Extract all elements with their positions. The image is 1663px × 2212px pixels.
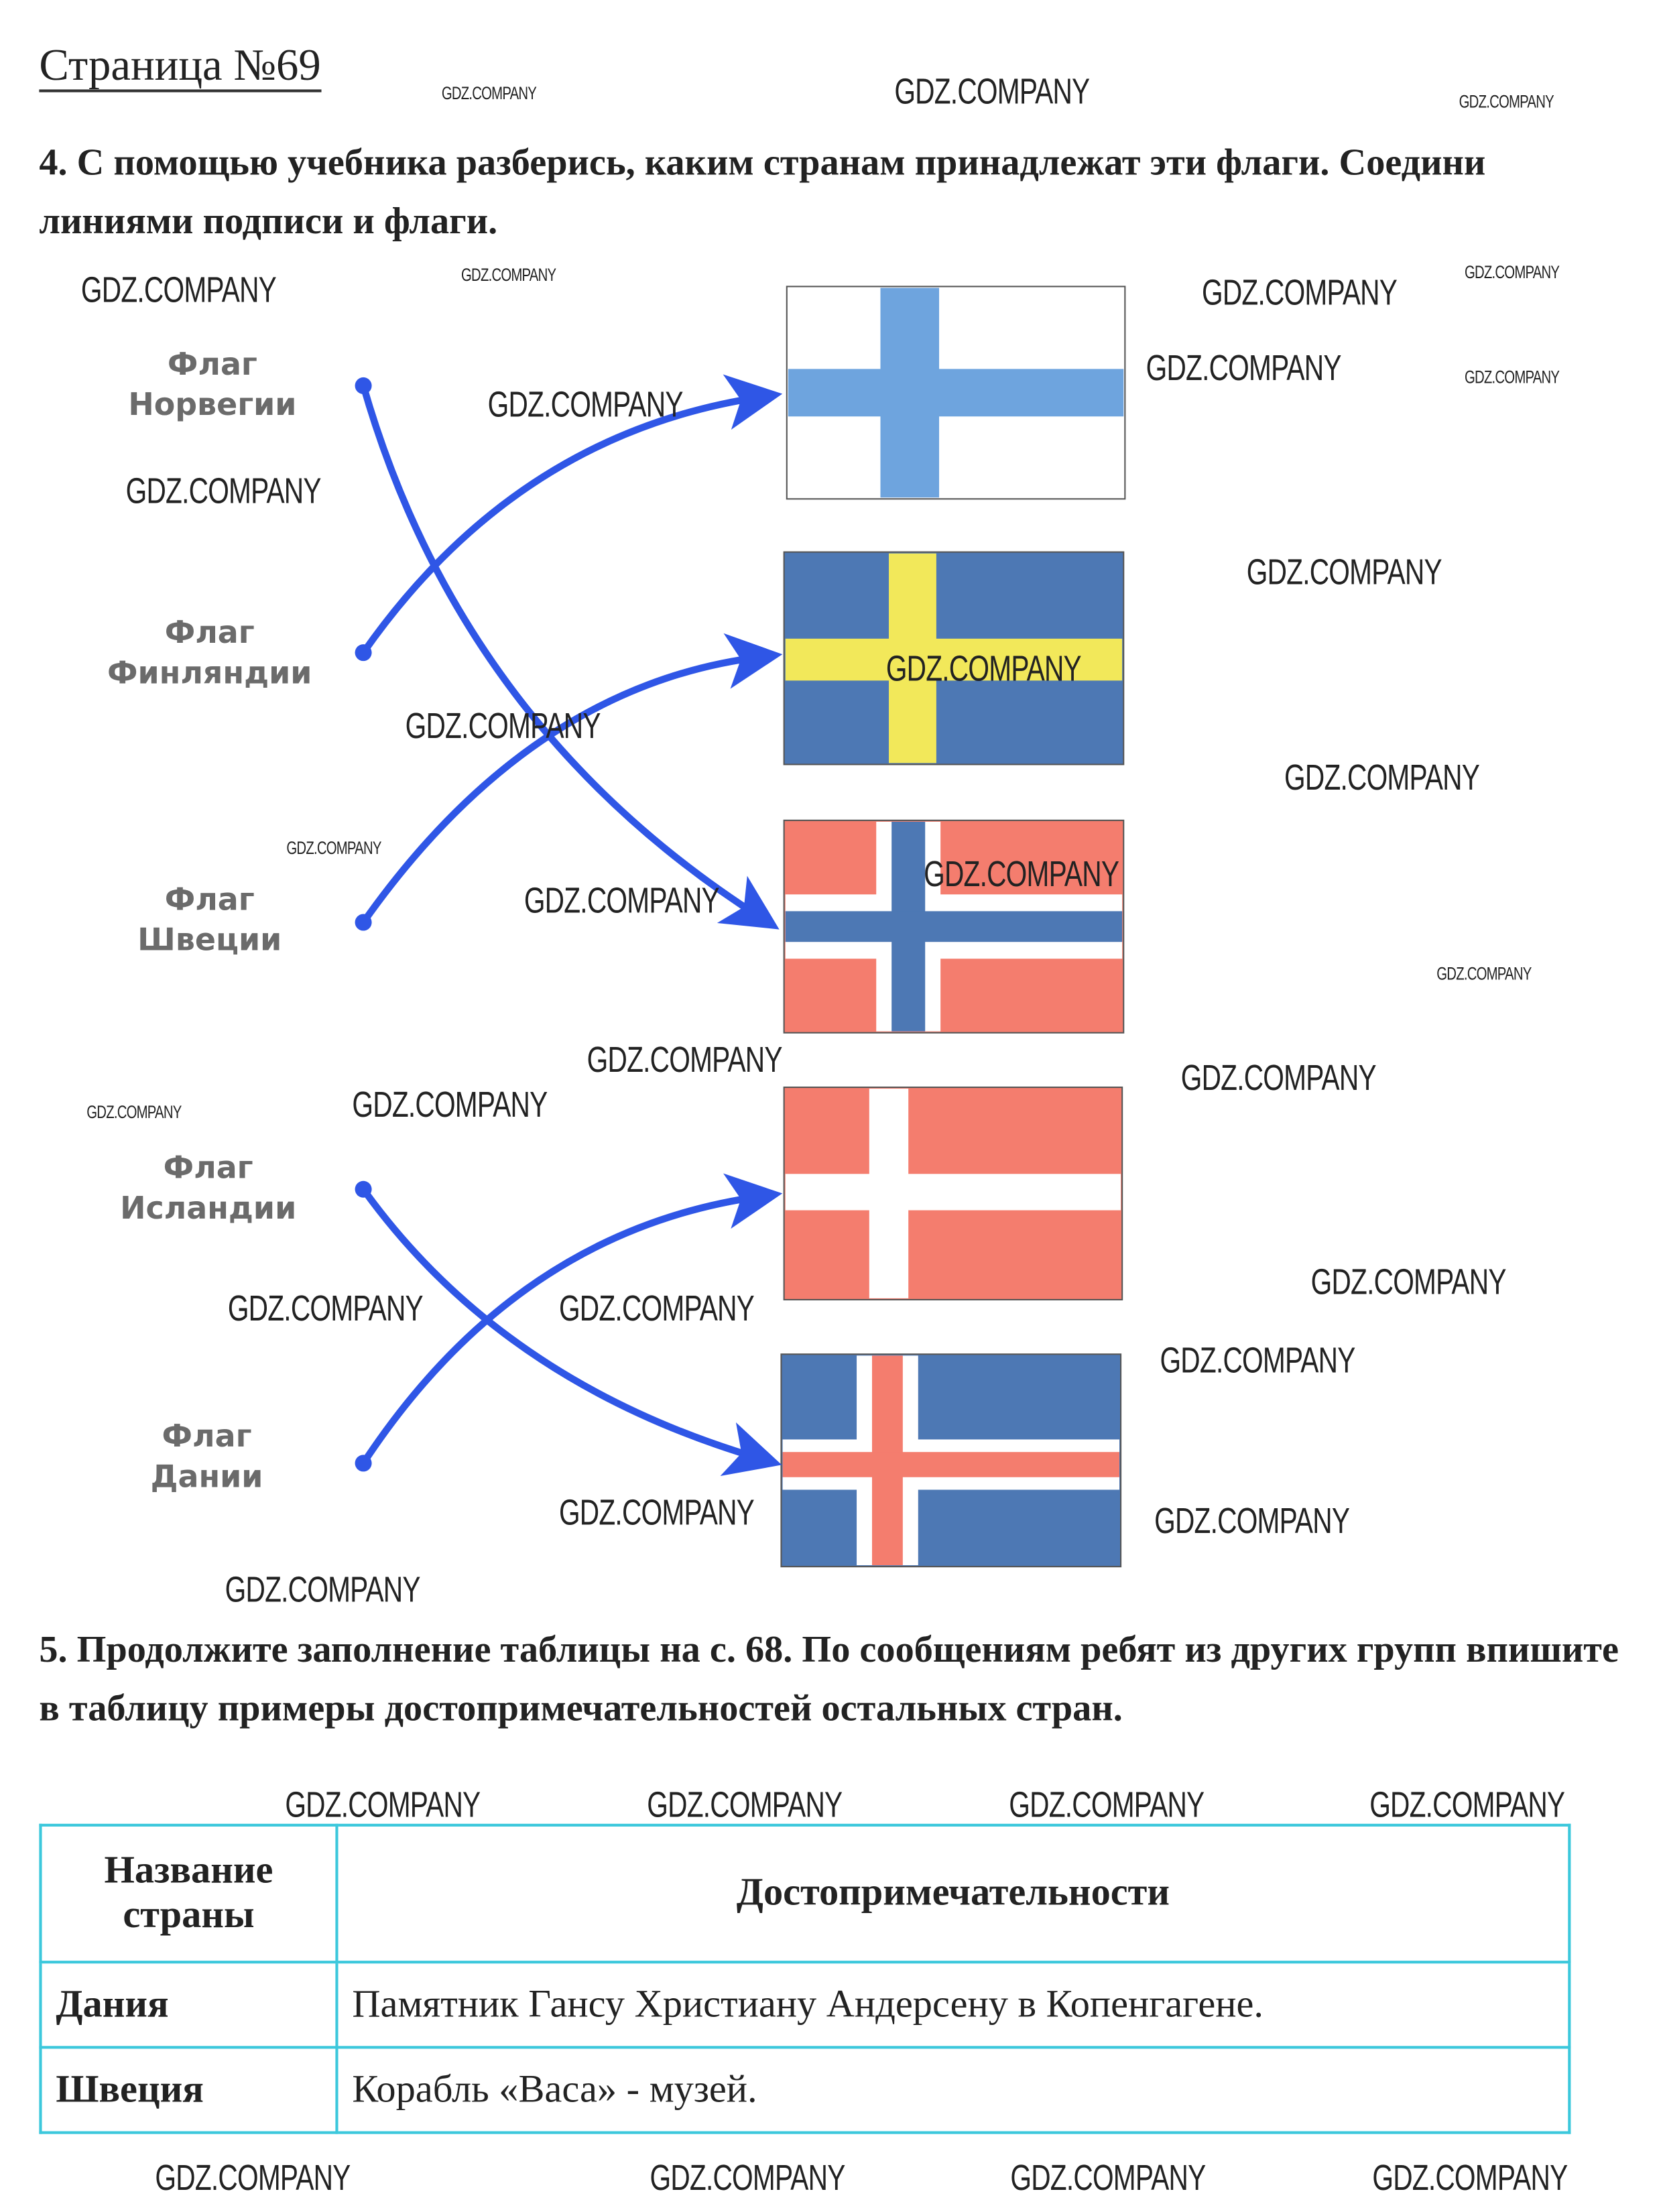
- watermark: GDZ.COMPANY: [1464, 261, 1560, 283]
- watermark: GDZ.COMPANY: [587, 1038, 783, 1081]
- watermark: GDZ.COMPANY: [650, 2156, 845, 2199]
- header-sights: Достопримечательности: [335, 1823, 1571, 1964]
- label-norway: Флаг Норвегии: [86, 345, 338, 426]
- arrow-norway: [359, 382, 780, 930]
- denmark-flag: [783, 1087, 1123, 1300]
- label-line: Норвегии: [128, 388, 297, 424]
- label-line: Флаг: [164, 883, 255, 918]
- table-row: Швеция Корабль «Васа» - музей.: [39, 2046, 1571, 2134]
- label-line: Дании: [150, 1460, 263, 1495]
- arrow-finland: [359, 374, 783, 656]
- watermark: GDZ.COMPANY: [461, 264, 556, 286]
- cell-sights: Памятник Гансу Христиану Андерсену в Коп…: [335, 1961, 1571, 2049]
- watermark: GDZ.COMPANY: [1146, 347, 1342, 389]
- watermark: GDZ.COMPANY: [405, 704, 601, 747]
- label-line: Флаг: [167, 348, 257, 383]
- watermark: GDZ.COMPANY: [523, 879, 720, 921]
- arrow-denmark: [359, 1173, 783, 1467]
- watermark: GDZ.COMPANY: [647, 1783, 843, 1825]
- watermark: GDZ.COMPANY: [86, 1101, 182, 1123]
- label-line: Флаг: [164, 616, 255, 652]
- watermark: GDZ.COMPANY: [924, 852, 1119, 895]
- watermark: GDZ.COMPANY: [894, 70, 1090, 112]
- watermark: GDZ.COMPANY: [1284, 755, 1480, 798]
- watermark: GDZ.COMPANY: [1369, 1783, 1565, 1825]
- page-title: Страница №69: [39, 39, 321, 93]
- arrow-sweden: [359, 633, 783, 926]
- dot-denmark: [355, 1455, 372, 1472]
- watermark: GDZ.COMPANY: [885, 647, 1082, 689]
- sights-table: Название страны Достопримечательности Да…: [39, 1823, 1571, 2134]
- label-line: Флаг: [162, 1420, 252, 1455]
- watermark: GDZ.COMPANY: [487, 383, 684, 425]
- watermark: GDZ.COMPANY: [285, 1783, 481, 1825]
- watermark: GDZ.COMPANY: [1372, 2156, 1568, 2199]
- cell-country: Дания: [39, 1961, 338, 2049]
- dot-norway: [355, 377, 372, 394]
- table-header-row: Название страны Достопримечательности: [39, 1823, 1571, 1964]
- table-row: Дания Памятник Гансу Христиану Андерсену…: [39, 1961, 1571, 2049]
- label-iceland: Флаг Исландии: [82, 1149, 334, 1230]
- watermark: GDZ.COMPANY: [155, 2156, 351, 2199]
- watermark: GDZ.COMPANY: [227, 1287, 424, 1329]
- dot-sweden: [355, 914, 372, 931]
- watermark: GDZ.COMPANY: [1010, 2156, 1206, 2199]
- watermark: GDZ.COMPANY: [286, 837, 381, 859]
- watermark: GDZ.COMPANY: [1160, 1339, 1355, 1381]
- label-line: Исландии: [120, 1192, 297, 1227]
- watermark: GDZ.COMPANY: [441, 82, 537, 104]
- label-sweden: Флаг Швеции: [84, 880, 335, 961]
- finland-flag: [786, 286, 1126, 500]
- label-denmark: Флаг Дании: [81, 1417, 332, 1498]
- label-line: Финляндии: [107, 656, 312, 692]
- watermark: GDZ.COMPANY: [125, 469, 322, 512]
- watermark: GDZ.COMPANY: [1180, 1056, 1377, 1099]
- task-5-text: 5. Продолжите заполнение таблицы на с. 6…: [39, 1627, 1619, 1729]
- watermark: GDZ.COMPANY: [80, 268, 277, 310]
- watermark: GDZ.COMPANY: [1310, 1260, 1507, 1303]
- watermark: GDZ.COMPANY: [1464, 366, 1560, 387]
- label-line: Швеции: [137, 924, 282, 959]
- watermark: GDZ.COMPANY: [1459, 90, 1554, 112]
- arrow-iceland: [359, 1186, 782, 1477]
- watermark: GDZ.COMPANY: [558, 1287, 755, 1329]
- sweden-flag: [783, 551, 1125, 765]
- dot-iceland: [355, 1180, 372, 1198]
- iceland-flag: [780, 1353, 1122, 1568]
- watermark: GDZ.COMPANY: [352, 1083, 548, 1125]
- cell-sights: Корабль «Васа» - музей.: [335, 2046, 1571, 2134]
- norway-flag: [783, 819, 1125, 1034]
- watermark: GDZ.COMPANY: [1246, 550, 1442, 593]
- header-country: Название страны: [39, 1823, 338, 1964]
- label-finland: Флаг Финляндии: [84, 613, 335, 694]
- label-line: Флаг: [163, 1151, 253, 1187]
- watermark: GDZ.COMPANY: [1154, 1499, 1350, 1542]
- watermark: GDZ.COMPANY: [225, 1568, 421, 1610]
- dot-finland: [355, 644, 372, 662]
- watermark: GDZ.COMPANY: [1009, 1783, 1205, 1825]
- watermark: GDZ.COMPANY: [1202, 271, 1398, 314]
- task-4-text: 4. С помощью учебника разберись, каким с…: [39, 141, 1486, 242]
- cell-country: Швеция: [39, 2046, 338, 2134]
- watermark: GDZ.COMPANY: [1436, 963, 1532, 984]
- watermark: GDZ.COMPANY: [558, 1491, 755, 1534]
